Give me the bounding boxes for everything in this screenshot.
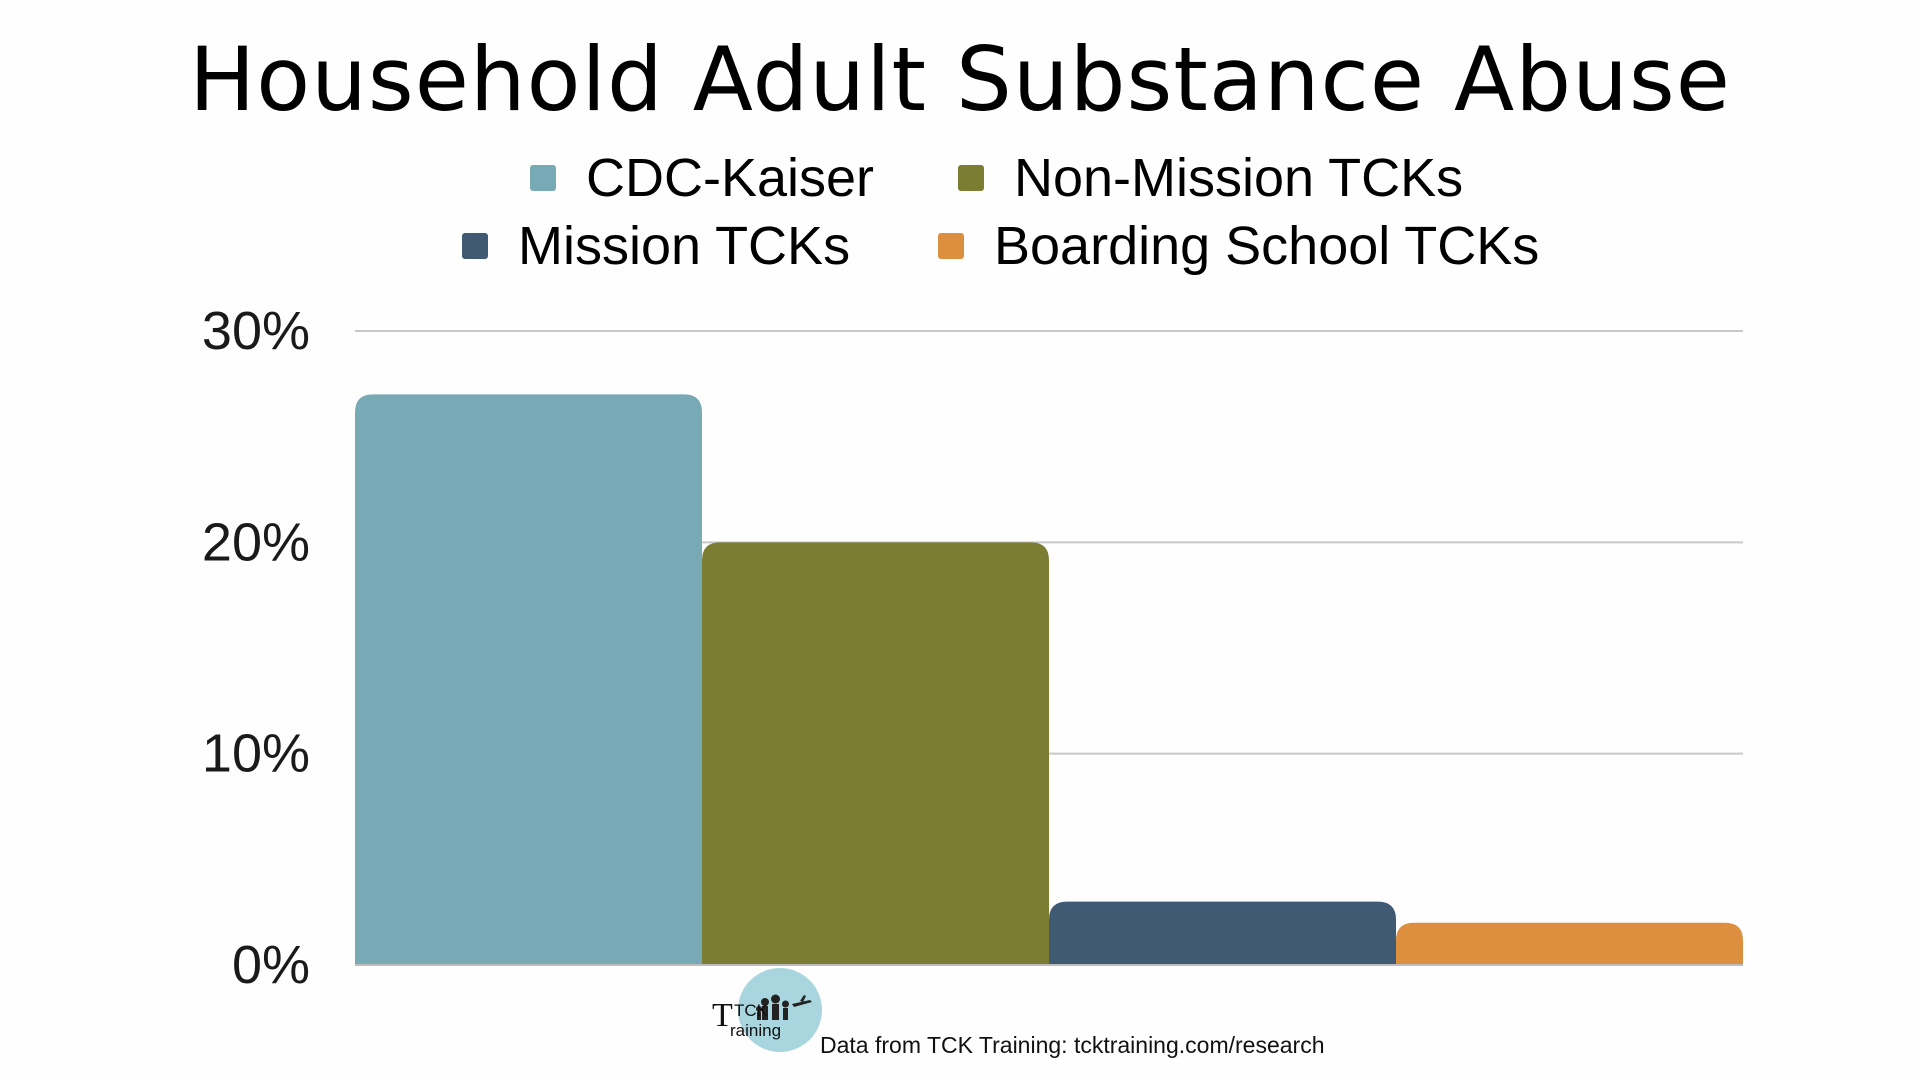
chart-title: Household Adult Substance Abuse [189,28,1731,131]
bar-boarding-school-tcks [1396,922,1743,965]
legend-swatch-non-mission [958,165,984,191]
legend-item-cdc-kaiser: CDC-Kaiser [530,148,874,208]
logo-text-bottom: raining [730,1021,781,1040]
legend-swatch-mission [462,233,488,259]
bar-cdc-kaiser [355,394,702,965]
tck-training-logo: T TCK raining [712,968,832,1058]
bar-mission-tcks [1049,901,1396,965]
legend-item-mission: Mission TCKs [462,216,850,276]
y-tick-label-10: 10% [202,724,310,784]
source-footnote: Data from TCK Training: tcktraining.com/… [820,1032,1325,1058]
legend: CDC-Kaiser Non-Mission TCKs Mission TCKs… [0,148,1920,276]
legend-label-non-mission: Non-Mission TCKs [1014,148,1464,208]
legend-item-boarding: Boarding School TCKs [938,216,1539,276]
legend-swatch-cdc-kaiser [530,165,556,191]
legend-item-non-mission: Non-Mission TCKs [958,148,1463,208]
y-tick-label-30: 30% [202,301,310,361]
svg-text:T: T [712,997,733,1034]
y-tick-label-0: 0% [232,935,310,995]
bar-non-mission-tcks [702,542,1049,965]
logo-graphic: T TCK raining [712,968,822,1052]
legend-label-boarding: Boarding School TCKs [994,216,1540,276]
legend-label-cdc-kaiser: CDC-Kaiser [586,148,875,208]
legend-label-mission: Mission TCKs [518,216,851,276]
logo-text-top: TCK [734,1001,769,1020]
legend-swatch-boarding [938,233,964,259]
y-tick-label-20: 20% [202,512,310,572]
